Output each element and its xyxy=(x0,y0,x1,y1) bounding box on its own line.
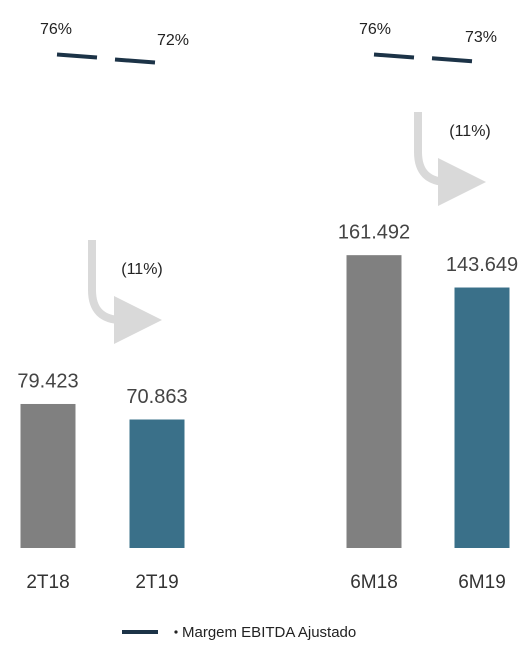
margin-dash xyxy=(431,56,473,64)
x-tick-label: 6M19 xyxy=(458,572,506,593)
bar xyxy=(346,255,402,548)
margin-label: 72% xyxy=(157,32,189,49)
value-label: 161.492 xyxy=(338,221,410,243)
annotation: (11%) xyxy=(121,261,163,278)
annotation: (11%) xyxy=(449,123,491,140)
value-label: 79.423 xyxy=(17,370,78,392)
margin-dash xyxy=(114,57,156,65)
bar xyxy=(129,419,185,548)
legend-label: Margem EBITDA Ajustado xyxy=(182,624,356,641)
x-tick-label: 2T19 xyxy=(135,572,178,593)
legend-dot xyxy=(174,630,178,634)
value-label: 70.863 xyxy=(126,386,187,408)
value-label: 143.649 xyxy=(446,254,518,276)
margin-dash xyxy=(56,52,98,60)
arrow xyxy=(88,240,162,344)
bar xyxy=(20,403,76,548)
margin-label: 76% xyxy=(40,21,72,38)
margin-dash xyxy=(373,52,415,60)
bar xyxy=(454,287,510,548)
x-tick-label: 2T18 xyxy=(26,572,69,593)
margin-label: 73% xyxy=(465,29,497,46)
arrow xyxy=(414,112,486,206)
margin-label: 76% xyxy=(359,21,391,38)
x-tick-label: 6M18 xyxy=(350,572,398,593)
